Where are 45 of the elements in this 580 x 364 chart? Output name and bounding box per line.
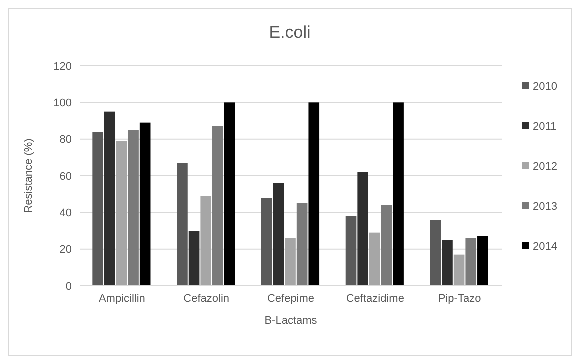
legend-label: 2014 [533, 240, 558, 253]
x-tick-label: Ceftazidime [346, 293, 404, 305]
x-tick-label: Ampicillin [98, 293, 146, 305]
bar [358, 172, 368, 286]
y-tick-label: 0 [66, 280, 72, 293]
bar [478, 236, 488, 286]
bar [273, 183, 284, 286]
bar [296, 204, 308, 286]
bar [140, 122, 151, 286]
bar [285, 238, 296, 286]
bar [188, 231, 200, 286]
chart-title: E.coli [269, 23, 311, 42]
y-tick-label: 120 [54, 60, 72, 73]
bar [200, 196, 212, 286]
bar [442, 240, 453, 286]
y-tick-label: 40 [60, 208, 72, 220]
bar [369, 232, 380, 286]
y-tick-label: 80 [60, 134, 72, 146]
bar [346, 216, 357, 286]
bar [92, 132, 104, 286]
legend-label: 2012 [533, 160, 558, 173]
y-tick-label: 60 [60, 170, 72, 183]
bar [454, 254, 465, 286]
legend-label: 2011 [533, 120, 557, 133]
bar [381, 205, 392, 286]
bar [212, 126, 224, 286]
bar [104, 112, 116, 286]
y-tick-label: 20 [60, 244, 72, 256]
y-tick-label: 100 [54, 98, 72, 110]
x-tick-label: Cefazolin [184, 293, 230, 305]
bar [116, 141, 128, 286]
x-axis-title: B-Lactams [264, 315, 318, 327]
bar [224, 102, 236, 286]
legend-label: 2010 [533, 80, 558, 93]
bar [308, 102, 320, 286]
x-tick-label: Cefepime [267, 293, 315, 305]
bar [177, 163, 188, 286]
bar [430, 220, 442, 286]
legend-label: 2013 [533, 200, 558, 213]
bar [466, 238, 477, 286]
bar [393, 102, 404, 286]
bar [128, 130, 139, 286]
bar [261, 198, 272, 286]
y-axis-title: Resistance (%) [23, 138, 35, 214]
x-tick-label: Pip-Tazo [438, 293, 482, 305]
